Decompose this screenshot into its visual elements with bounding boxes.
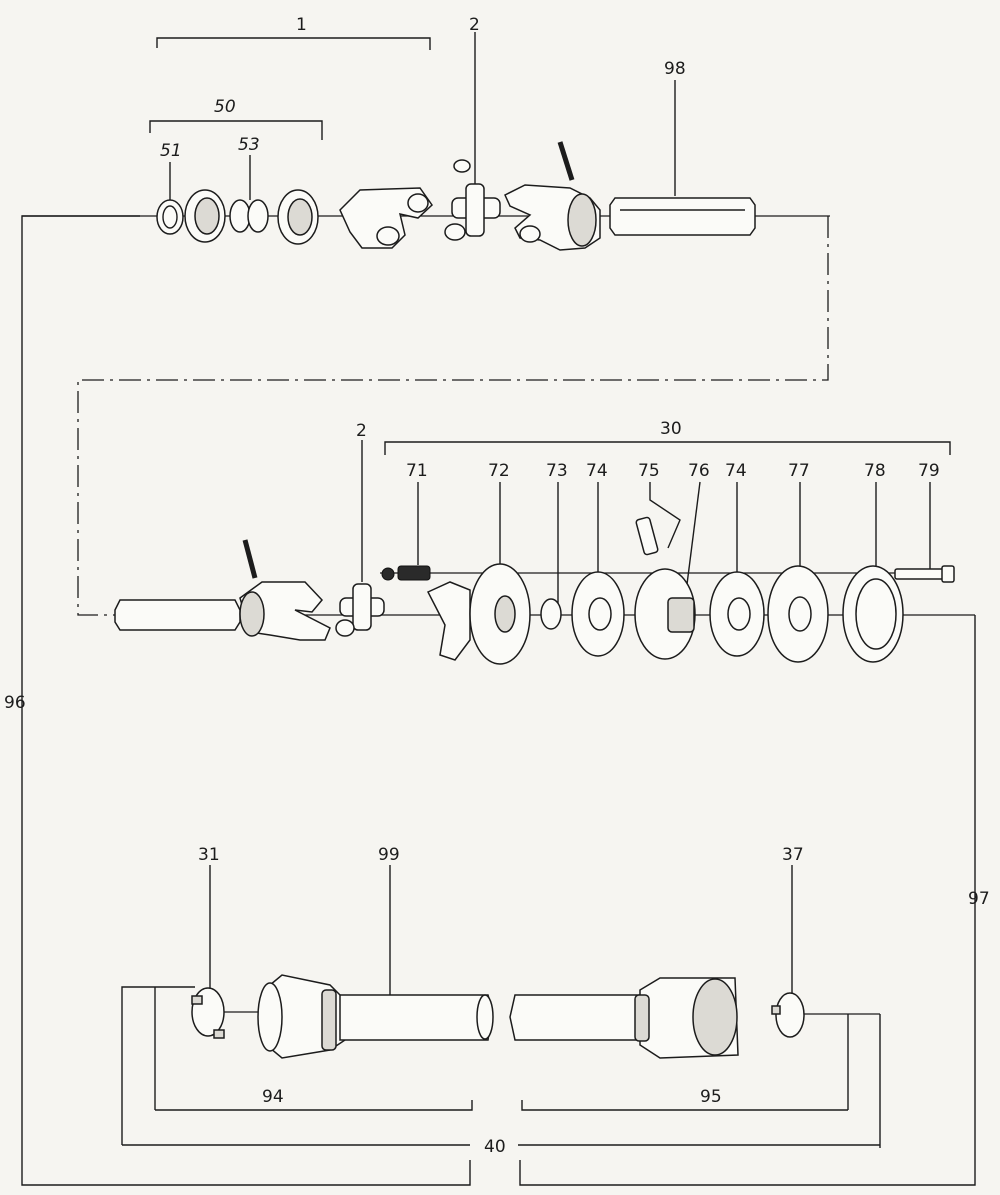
label-37: 37 bbox=[782, 845, 804, 865]
spring-housing-78-inner bbox=[855, 578, 897, 650]
ring-37-tab bbox=[771, 1005, 781, 1015]
middle-assembly-row: 2 30 71 72 73 74 75 76 74 77 78 79 bbox=[114, 419, 976, 1186]
bracket-1 bbox=[156, 37, 431, 50]
hub-plate-76 bbox=[634, 568, 696, 660]
grease-pin-top bbox=[557, 141, 575, 181]
label-76: 76 bbox=[688, 461, 710, 481]
yoke-eye-a bbox=[376, 226, 400, 246]
label-75: 75 bbox=[638, 461, 660, 481]
guard-tube-99-end bbox=[476, 994, 494, 1040]
cross-cap-top bbox=[453, 159, 471, 173]
flange-72-bore bbox=[494, 595, 516, 633]
bottom-assembly-row: 31 99 37 94 95 40 bbox=[121, 845, 881, 1157]
ring-51-inner bbox=[162, 205, 178, 229]
label-97: 97 bbox=[968, 889, 990, 909]
yoke-middle-bore bbox=[239, 591, 265, 637]
guard-cone-right-mouth bbox=[692, 978, 738, 1056]
leader-76 bbox=[684, 481, 701, 601]
label-2-mid: 2 bbox=[356, 421, 367, 441]
bracket-30 bbox=[384, 441, 951, 455]
yoke-right-eye bbox=[519, 225, 541, 243]
label-74a: 74 bbox=[586, 461, 608, 481]
label-50: 50 bbox=[214, 97, 236, 117]
ring-51 bbox=[156, 199, 184, 235]
leader-75 bbox=[649, 482, 681, 549]
label-53: 53 bbox=[238, 135, 260, 155]
label-2-top: 2 bbox=[469, 15, 480, 35]
cross-cap-bottom bbox=[444, 223, 466, 241]
bearing-housing-inner bbox=[194, 197, 220, 235]
ring-31-tab-b bbox=[213, 1029, 225, 1039]
label-30: 30 bbox=[660, 419, 682, 439]
top-assembly-row: 1 2 98 50 51 53 bbox=[22, 15, 830, 616]
yoke-eye-b bbox=[407, 193, 429, 213]
cross-mid-vert bbox=[352, 583, 372, 631]
bush-73 bbox=[540, 598, 562, 630]
left-return-line bbox=[21, 215, 471, 1186]
guard-tube-99 bbox=[339, 994, 493, 1041]
bearing-ring-37 bbox=[775, 992, 805, 1038]
label-99: 99 bbox=[378, 845, 400, 865]
label-31: 31 bbox=[198, 845, 220, 865]
yoke-right-bore bbox=[567, 193, 597, 247]
label-51: 51 bbox=[160, 141, 182, 161]
bracket-95 bbox=[521, 1100, 848, 1111]
right-return-line bbox=[519, 615, 976, 1186]
label-40: 40 bbox=[484, 1137, 506, 1157]
bracket-50 bbox=[149, 120, 323, 140]
bearing-ring-31 bbox=[191, 987, 225, 1037]
label-74b: 74 bbox=[725, 461, 747, 481]
label-72: 72 bbox=[488, 461, 510, 481]
spring-71 bbox=[397, 565, 431, 581]
guard-cone-left-collar bbox=[321, 989, 337, 1051]
label-96: 96 bbox=[4, 693, 26, 713]
friction-disc-74a-hole bbox=[588, 597, 612, 631]
ball-71 bbox=[381, 567, 395, 581]
dashdot-return bbox=[77, 216, 829, 616]
label-78: 78 bbox=[864, 461, 886, 481]
label-77: 77 bbox=[788, 461, 810, 481]
bearing-outer-inner bbox=[287, 198, 313, 236]
pressure-plate-77-hole bbox=[788, 596, 812, 632]
guard-tube-right bbox=[509, 994, 651, 1041]
hub-76 bbox=[667, 597, 695, 633]
grease-pin-mid bbox=[242, 539, 258, 579]
label-1: 1 bbox=[296, 15, 307, 35]
cross-journal-vert bbox=[465, 183, 485, 237]
bolt-79 bbox=[894, 568, 946, 580]
split-ring-53 bbox=[229, 199, 251, 233]
label-95: 95 bbox=[700, 1087, 722, 1107]
split-ring-53-half bbox=[247, 199, 269, 233]
label-94: 94 bbox=[262, 1087, 284, 1107]
bolt-75 bbox=[635, 516, 659, 556]
guard-cone-right-collar bbox=[634, 994, 650, 1042]
tube-middle-left bbox=[114, 599, 241, 631]
label-79: 79 bbox=[918, 461, 940, 481]
bracket-94 bbox=[155, 1100, 473, 1111]
friction-disc-74b-hole bbox=[727, 597, 751, 631]
label-71: 71 bbox=[406, 461, 428, 481]
tube-98 bbox=[609, 197, 756, 236]
guard-cone-left-mouth bbox=[257, 982, 283, 1052]
left-guard-outline bbox=[121, 986, 195, 1145]
flange-yoke-72 bbox=[426, 581, 471, 661]
bolt-79-head bbox=[941, 565, 955, 583]
cross-mid-cap bbox=[335, 619, 355, 637]
label-98: 98 bbox=[664, 59, 686, 79]
ring-31-tab-a bbox=[191, 995, 203, 1005]
label-73: 73 bbox=[546, 461, 568, 481]
